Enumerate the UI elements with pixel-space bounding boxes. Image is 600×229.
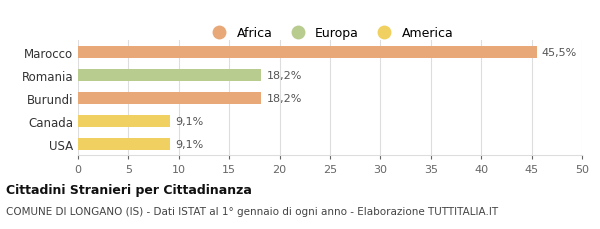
Bar xyxy=(78,69,262,82)
Legend: Africa, Europa, America: Africa, Europa, America xyxy=(202,22,458,45)
Bar xyxy=(78,46,536,59)
Bar xyxy=(78,115,170,128)
Bar xyxy=(78,138,170,150)
Text: COMUNE DI LONGANO (IS) - Dati ISTAT al 1° gennaio di ogni anno - Elaborazione TU: COMUNE DI LONGANO (IS) - Dati ISTAT al 1… xyxy=(6,206,498,216)
Text: 18,2%: 18,2% xyxy=(266,71,302,81)
Text: 9,1%: 9,1% xyxy=(175,116,203,126)
Bar xyxy=(78,92,262,105)
Text: 45,5%: 45,5% xyxy=(542,48,577,58)
Text: Cittadini Stranieri per Cittadinanza: Cittadini Stranieri per Cittadinanza xyxy=(6,183,252,196)
Text: 18,2%: 18,2% xyxy=(266,93,302,104)
Text: 9,1%: 9,1% xyxy=(175,139,203,149)
